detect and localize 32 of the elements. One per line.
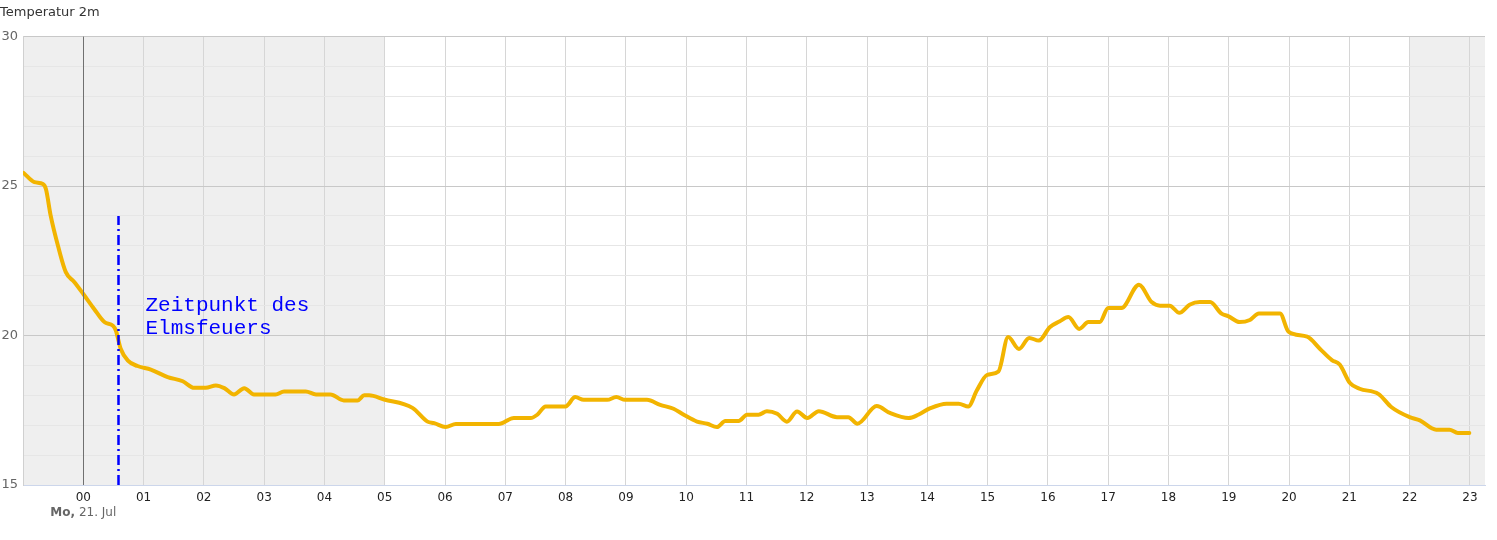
x-tick-label: 06 [437, 490, 453, 505]
x-tick-label: 14 [919, 490, 935, 505]
x-tick-label: 08 [557, 490, 574, 505]
x-tick-label: 10 [678, 490, 694, 505]
line-series [23, 170, 1472, 435]
x-tick-label: 05 [377, 490, 393, 505]
x-tick-label: 20 [1281, 490, 1297, 505]
y-tick-label: 15 [1, 476, 18, 492]
chart-title: Temperatur 2m [0, 4, 100, 20]
x-tick-label: 03 [256, 490, 272, 505]
x-tick-label: 23 [1462, 490, 1478, 505]
x-tick-label: 16 [1040, 490, 1056, 505]
x-tick-label: 19 [1221, 490, 1237, 505]
text: Mo, 21. Jul [50, 505, 117, 520]
x-tick-label: 12 [799, 490, 815, 505]
ref-line-label: Zeitpunkt des Elmsfeuers [145, 293, 310, 340]
x-tick-label: 11 [738, 490, 755, 505]
x-tick-label: 00 [75, 490, 91, 505]
x-tick-label: 13 [859, 490, 875, 505]
y-tick-label: 25 [1, 177, 18, 193]
x-tick-label: 18 [1160, 490, 1177, 505]
x-tick-label: 21 [1341, 490, 1357, 505]
x-tick-label: 15 [979, 490, 996, 505]
x-tick-label: 09 [618, 490, 634, 505]
x-tick-label: 02 [196, 490, 212, 505]
x-tick-label: 07 [497, 490, 513, 505]
x-tick-label: 04 [316, 490, 333, 505]
x-tick-label: 01 [135, 490, 152, 505]
x-tick-label: 22 [1402, 490, 1418, 505]
y-tick-label: 20 [1, 326, 18, 342]
x-tick-label: 17 [1100, 490, 1116, 505]
y-tick-label: 30 [1, 27, 18, 43]
